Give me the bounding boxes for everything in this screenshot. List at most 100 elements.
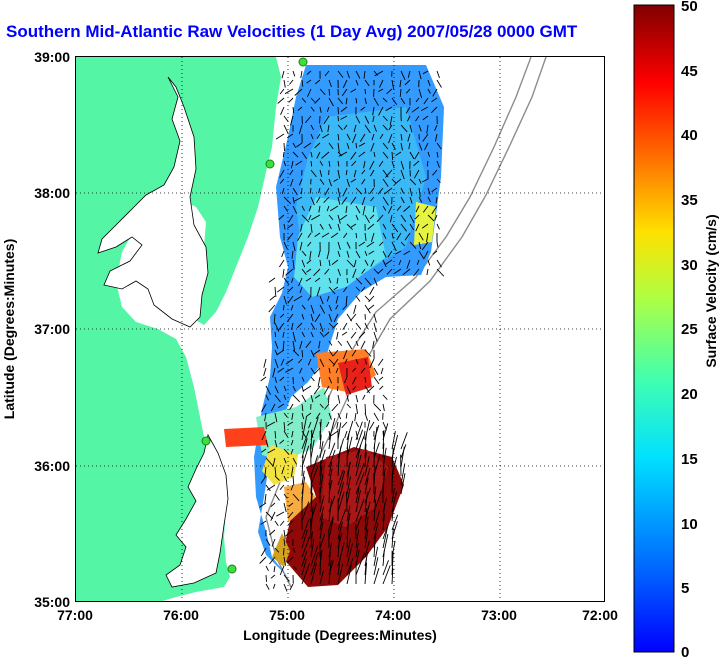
velocity-vector — [328, 349, 334, 357]
velocity-vector — [430, 106, 438, 114]
velocity-vector — [274, 430, 277, 439]
velocity-vector — [359, 133, 366, 142]
velocity-vector — [289, 169, 294, 176]
radar-station-marker[interactable] — [265, 159, 275, 169]
velocity-vector — [360, 367, 366, 374]
velocity-vector — [337, 491, 345, 513]
velocity-vector — [400, 214, 407, 223]
velocity-vector — [435, 196, 438, 204]
velocity-vector — [403, 205, 411, 212]
velocity-vector — [382, 443, 385, 459]
velocity-vector — [337, 250, 341, 258]
velocity-vector — [292, 142, 297, 148]
velocity-vector — [366, 241, 375, 248]
velocity-vector — [355, 79, 359, 86]
velocity-vector — [413, 169, 420, 179]
velocity-vector — [355, 463, 365, 486]
velocity-vector — [306, 70, 312, 75]
velocity-vector — [310, 304, 315, 314]
radar-station-marker[interactable] — [227, 564, 237, 574]
velocity-vector — [346, 394, 349, 402]
velocity-vector — [355, 403, 359, 414]
velocity-vector — [427, 88, 431, 94]
velocity-vector — [364, 507, 368, 531]
velocity-vector — [292, 259, 295, 270]
velocity-vector — [355, 515, 362, 531]
velocity-vector — [328, 394, 330, 404]
velocity-vector — [337, 133, 340, 141]
velocity-vector — [329, 430, 339, 437]
velocity-vector — [337, 481, 345, 504]
velocity-vector — [328, 277, 332, 284]
velocity-vector — [319, 495, 325, 513]
velocity-vector — [290, 178, 294, 187]
velocity-vector — [364, 232, 367, 241]
velocity-vector — [289, 583, 294, 591]
velocity-vector — [277, 97, 285, 104]
velocity-vector — [283, 421, 286, 432]
velocity-vector — [387, 205, 393, 214]
velocity-vector — [310, 124, 314, 131]
velocity-vector — [305, 412, 312, 418]
velocity-vector — [335, 304, 339, 310]
velocity-vector — [373, 567, 380, 585]
velocity-vector — [427, 187, 431, 195]
velocity-vector — [292, 349, 300, 357]
velocity-vector — [283, 430, 289, 438]
velocity-vector — [274, 412, 278, 423]
velocity-vector — [388, 124, 393, 130]
velocity-vector — [270, 511, 276, 521]
velocity-vector — [260, 520, 267, 525]
velocity-vector — [358, 151, 366, 158]
velocity-vector — [301, 376, 305, 382]
velocity-vector — [301, 416, 307, 441]
velocity-vector — [281, 466, 285, 475]
velocity-vector — [328, 286, 336, 295]
radar-station-marker[interactable] — [298, 57, 308, 67]
velocity-vector — [326, 295, 330, 302]
velocity-vectors — [259, 70, 445, 592]
velocity-vector — [316, 196, 321, 204]
velocity-vector — [346, 565, 352, 585]
map-plot-area[interactable] — [75, 56, 605, 602]
velocity-vector — [350, 331, 357, 339]
velocity-vector — [335, 295, 339, 304]
velocity-vector — [436, 151, 439, 158]
radar-stations — [201, 57, 308, 574]
velocity-vector — [422, 205, 429, 213]
radar-station-marker[interactable] — [201, 436, 211, 446]
velocity-vector — [292, 151, 299, 158]
velocity-vector — [337, 106, 339, 115]
velocity-vector — [279, 565, 285, 576]
velocity-vector — [335, 367, 339, 374]
x-axis-title: Longitude (Degrees:Minutes) — [243, 627, 437, 643]
velocity-vector — [279, 259, 285, 268]
velocity-vector — [400, 97, 406, 105]
velocity-vector — [337, 453, 340, 477]
colorbar-tick-label: 40 — [681, 127, 698, 144]
velocity-vector — [285, 358, 294, 365]
velocity-vector — [391, 241, 397, 252]
velocity-vector — [324, 331, 330, 337]
velocity-vector — [293, 196, 303, 202]
velocity-vector — [292, 70, 296, 77]
velocity-vector — [351, 349, 357, 357]
velocity-vector — [299, 286, 303, 294]
velocity-vector — [263, 367, 267, 377]
velocity-vector — [310, 417, 319, 441]
velocity-vector — [415, 223, 420, 232]
velocity-vector — [343, 232, 348, 239]
velocity-vector — [294, 88, 303, 96]
velocity-vector — [355, 214, 359, 221]
velocity-vector — [364, 558, 367, 576]
velocity-vector — [298, 124, 303, 135]
velocity-vector — [382, 196, 389, 206]
lat-tick-label: 39:00 — [34, 49, 70, 65]
lat-tick-label: 38:00 — [34, 185, 70, 201]
velocity-vector — [283, 457, 287, 464]
velocity-vector — [355, 552, 366, 576]
velocity-vector — [394, 178, 402, 186]
velocity-vector — [264, 412, 267, 422]
velocity-vector — [309, 250, 312, 260]
velocity-vector — [386, 88, 393, 95]
